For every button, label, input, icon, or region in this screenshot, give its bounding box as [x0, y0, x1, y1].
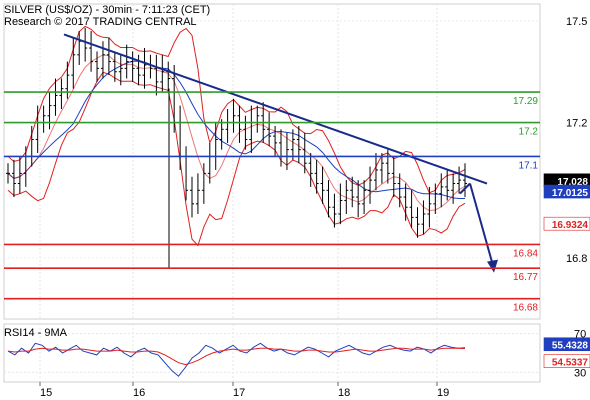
x-tick-label: 19	[437, 387, 449, 399]
rsi-tag: 54.5337	[543, 354, 590, 369]
moving-average-red	[7, 54, 466, 212]
rsi-tag-box	[543, 337, 590, 352]
x-tick-label: 15	[40, 387, 52, 399]
rsi-tag-box	[543, 354, 590, 368]
rsi-tag-text: 54.5337	[552, 358, 589, 369]
y-tick-label: 17.2	[566, 118, 587, 130]
level-label: 16.68	[513, 303, 538, 314]
price-tag-text: 17.0125	[552, 188, 589, 199]
main-series	[6, 25, 498, 273]
bollinger-lower	[7, 71, 466, 247]
level-label: 17.2	[519, 127, 539, 138]
trend-line	[63, 33, 488, 185]
price-tag-text: 16.9324	[552, 220, 589, 231]
price-tag-box	[543, 184, 590, 199]
x-tick-label: 17	[233, 387, 245, 399]
x-tick-label: 18	[338, 387, 350, 399]
moving-average-blue	[7, 60, 465, 199]
level-label: 16.84	[513, 248, 538, 259]
y-tick-label: 17.5	[566, 16, 587, 28]
level-label: 17.29	[513, 96, 538, 107]
forecast-arrow-shaft	[469, 183, 494, 266]
rsi-ma-line	[7, 347, 466, 366]
forecast-arrow-hook	[459, 182, 471, 195]
forecast-arrow-head	[487, 259, 498, 273]
rsi-title: RSI14 - 9MA	[4, 327, 68, 339]
bollinger-upper	[7, 25, 466, 194]
price-tag: 16.9324	[543, 216, 590, 231]
price-tag: 17.0125	[543, 184, 590, 199]
support-resistance-levels: 17.29 17.2 17.1 16.84 16.77 16.68	[4, 91, 540, 314]
rsi-line	[7, 342, 466, 377]
level-label: 17.1	[519, 160, 539, 171]
y-tick-label: 16.8	[566, 253, 587, 265]
rsi-panel-frame	[3, 323, 541, 383]
x-tick-label: 16	[133, 387, 145, 399]
rsi-tick-label: 30	[574, 367, 586, 379]
chart-subtitle: Research © 2017 TRADING CENTRAL	[4, 16, 197, 28]
chart-title: SILVER (US$/OZ) - 30min - 7:11:23 (CET)	[4, 4, 210, 16]
main-panel-frame	[3, 3, 541, 320]
price-tag-box	[543, 216, 590, 231]
level-label: 16.77	[513, 272, 538, 283]
rsi-series	[7, 342, 466, 377]
price-tag-text: 17.028	[557, 177, 588, 188]
rsi-tag: 55.4328	[543, 337, 590, 352]
rsi-tag-text: 55.4328	[552, 341, 589, 352]
